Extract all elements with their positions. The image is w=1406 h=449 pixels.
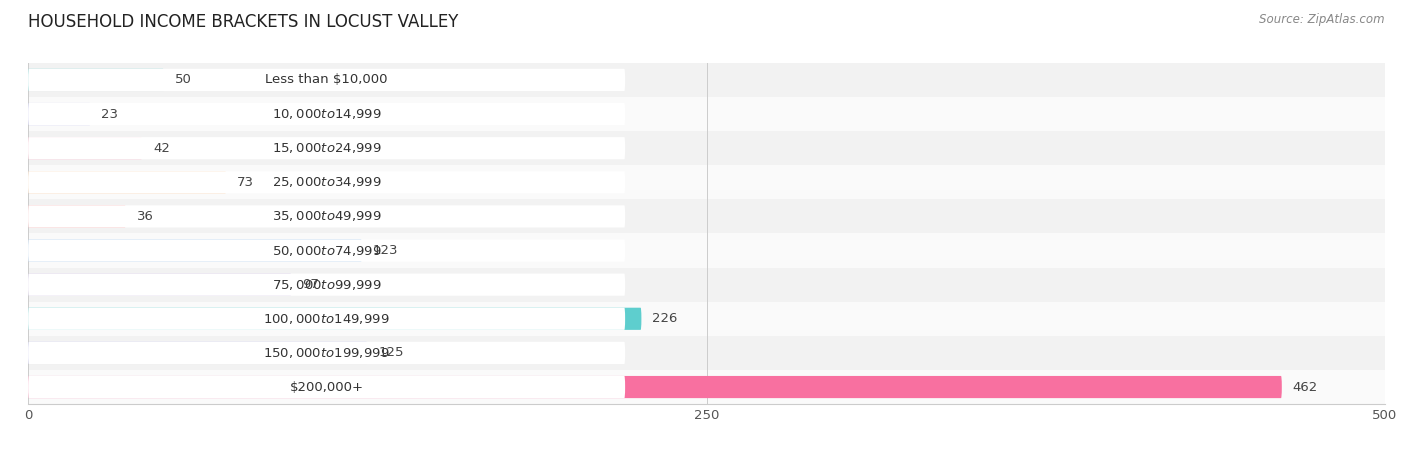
FancyBboxPatch shape	[28, 342, 367, 364]
Text: $50,000 to $74,999: $50,000 to $74,999	[271, 243, 381, 258]
FancyBboxPatch shape	[28, 308, 641, 330]
FancyBboxPatch shape	[28, 308, 626, 330]
FancyBboxPatch shape	[28, 239, 626, 262]
Text: 97: 97	[302, 278, 319, 291]
Text: 226: 226	[652, 313, 678, 325]
Bar	[28, 370, 1385, 404]
FancyBboxPatch shape	[28, 69, 626, 91]
Text: $15,000 to $24,999: $15,000 to $24,999	[271, 141, 381, 155]
Bar	[28, 63, 1385, 97]
Text: $100,000 to $149,999: $100,000 to $149,999	[263, 312, 389, 326]
FancyBboxPatch shape	[28, 239, 361, 262]
FancyBboxPatch shape	[28, 205, 626, 228]
Bar	[28, 268, 1385, 302]
FancyBboxPatch shape	[28, 69, 165, 91]
FancyBboxPatch shape	[28, 205, 125, 228]
Text: $25,000 to $34,999: $25,000 to $34,999	[271, 175, 381, 189]
FancyBboxPatch shape	[28, 273, 291, 296]
Text: 42: 42	[153, 142, 170, 154]
FancyBboxPatch shape	[28, 171, 226, 194]
Text: 123: 123	[373, 244, 398, 257]
FancyBboxPatch shape	[28, 376, 1282, 398]
Text: 73: 73	[238, 176, 254, 189]
FancyBboxPatch shape	[28, 171, 626, 194]
FancyBboxPatch shape	[28, 273, 626, 296]
Text: 125: 125	[378, 347, 404, 359]
Text: 50: 50	[174, 74, 191, 86]
Text: Less than $10,000: Less than $10,000	[266, 74, 388, 86]
FancyBboxPatch shape	[28, 103, 626, 125]
Bar	[28, 199, 1385, 233]
Bar	[28, 233, 1385, 268]
Bar	[28, 165, 1385, 199]
FancyBboxPatch shape	[28, 137, 142, 159]
Text: $75,000 to $99,999: $75,000 to $99,999	[271, 277, 381, 292]
Bar	[28, 302, 1385, 336]
Text: HOUSEHOLD INCOME BRACKETS IN LOCUST VALLEY: HOUSEHOLD INCOME BRACKETS IN LOCUST VALL…	[28, 13, 458, 31]
Text: 23: 23	[101, 108, 118, 120]
FancyBboxPatch shape	[28, 137, 626, 159]
Bar	[28, 131, 1385, 165]
FancyBboxPatch shape	[28, 103, 90, 125]
Bar	[28, 97, 1385, 131]
Bar	[28, 336, 1385, 370]
Text: $10,000 to $14,999: $10,000 to $14,999	[271, 107, 381, 121]
Text: $200,000+: $200,000+	[290, 381, 364, 393]
Text: Source: ZipAtlas.com: Source: ZipAtlas.com	[1260, 13, 1385, 26]
Text: 36: 36	[136, 210, 153, 223]
FancyBboxPatch shape	[28, 342, 626, 364]
FancyBboxPatch shape	[28, 376, 626, 398]
Text: $150,000 to $199,999: $150,000 to $199,999	[263, 346, 389, 360]
Text: 462: 462	[1292, 381, 1317, 393]
Text: $35,000 to $49,999: $35,000 to $49,999	[271, 209, 381, 224]
